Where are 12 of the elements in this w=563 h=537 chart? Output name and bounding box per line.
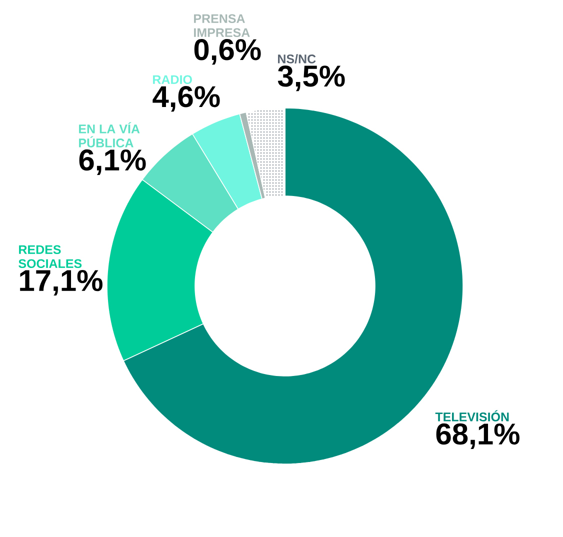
data-label: 68,1% — [436, 423, 520, 449]
slice-label: PRENSA IMPRESA — [194, 14, 250, 38]
data-label: 4,6% — [152, 86, 220, 112]
data-label: 3,5% — [278, 65, 345, 92]
slice-label: EN LA VÍA PÚBLICA — [79, 122, 140, 148]
slice-label: RADIO — [153, 75, 192, 84]
data-label: 6,1% — [79, 149, 146, 175]
data-label: 0,6% — [194, 39, 261, 65]
data-label: 17,1% — [20, 270, 102, 296]
slice-label: TELEVISIÓN — [435, 410, 509, 422]
slice-label: NS/NC — [278, 54, 316, 64]
slice-label: REDES SOCIALES — [18, 245, 82, 268]
